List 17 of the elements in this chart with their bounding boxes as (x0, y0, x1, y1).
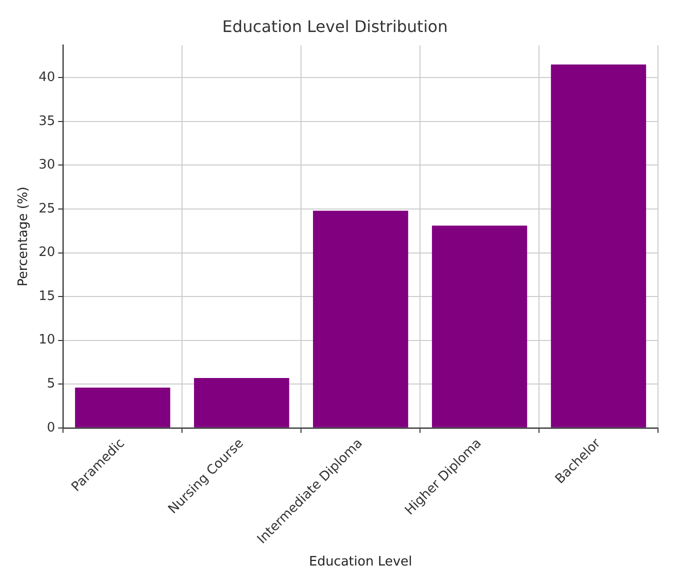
y-tick-label: 25 (38, 201, 56, 216)
y-tick-label: 20 (38, 245, 56, 260)
bar (550, 64, 646, 428)
y-tick-label: 40 (38, 70, 56, 85)
y-tick-label: 0 (46, 420, 56, 436)
chart-title: Education Level Distribution (222, 16, 448, 36)
bar (75, 388, 170, 428)
y-tick-label: 30 (38, 158, 56, 173)
bar (432, 226, 528, 428)
x-axis-title: Education Level (308, 554, 412, 570)
bar (312, 210, 408, 428)
y-tick-label: 5 (46, 376, 56, 392)
y-tick-label: 35 (38, 114, 56, 129)
y-tick-label: 10 (38, 332, 56, 348)
y-axis-title: Percentage (%) (16, 186, 32, 286)
y-tick-label: 15 (38, 288, 56, 304)
bar (194, 378, 290, 428)
